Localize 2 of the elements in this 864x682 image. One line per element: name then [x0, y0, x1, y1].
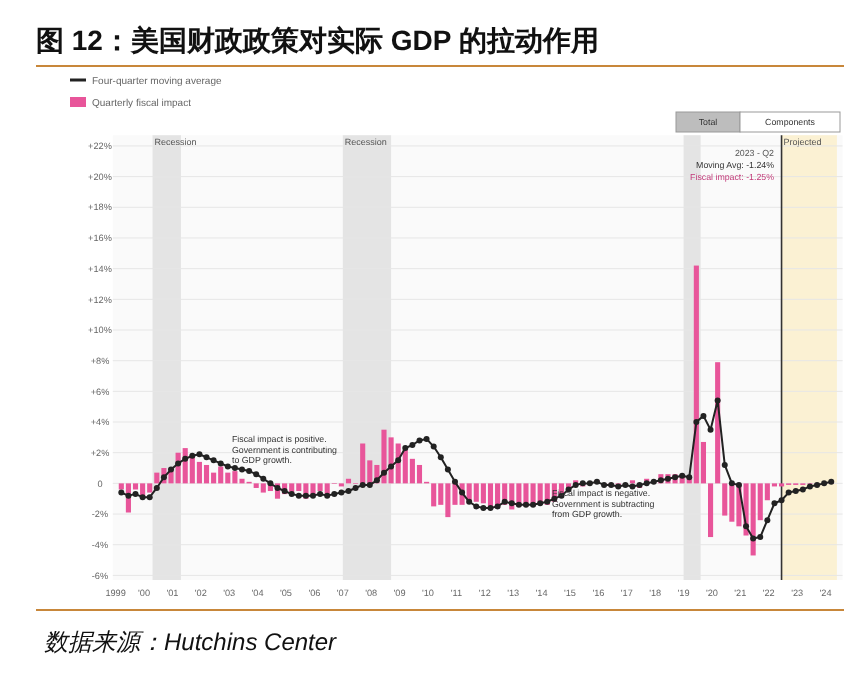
chart-title: 图 12：美国财政政策对实际 GDP 的拉动作用 [36, 24, 599, 56]
source-note: 数据来源：Hutchins Center [44, 628, 339, 656]
